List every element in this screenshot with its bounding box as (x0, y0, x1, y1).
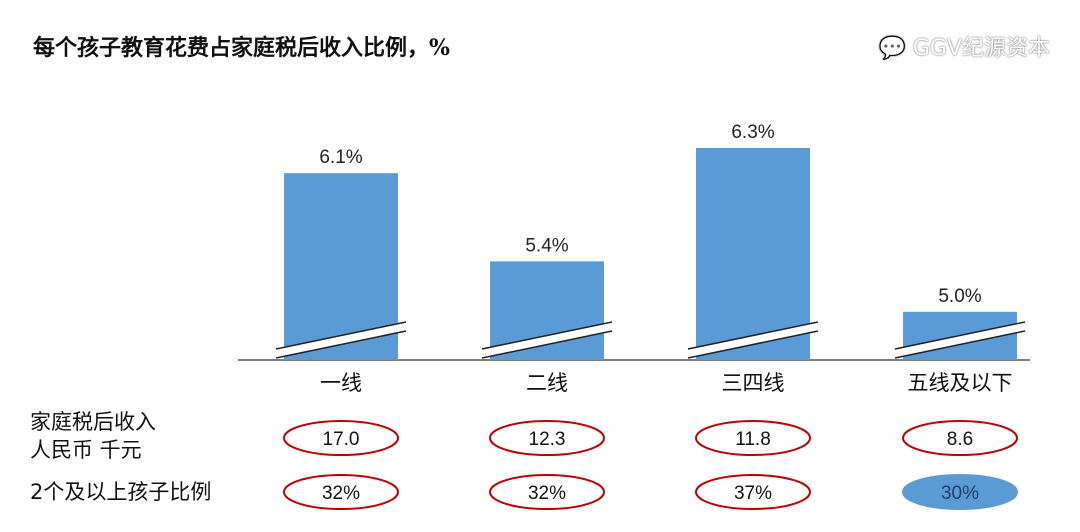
ellipse-0-1 (489, 420, 605, 456)
row-label-children: 2个及以上孩子比例 (30, 478, 211, 506)
table-value-0-3: 8.6 (947, 429, 973, 450)
row-label-children-line1: 2个及以上孩子比例 (30, 480, 212, 504)
data-label-0: 6.1% (319, 147, 362, 168)
ellipse-1-1 (489, 474, 605, 510)
watermark: 💬 GGV纪源资本 (878, 30, 1050, 62)
axis-break-line-b-2 (687, 330, 819, 359)
category-label-1: 二线 (526, 371, 568, 395)
ellipse-1-3 (902, 474, 1018, 510)
data-label-1: 5.4% (525, 235, 568, 256)
axis-break-line-a-3 (894, 321, 1026, 350)
axis-break-band-3 (895, 322, 1025, 358)
axis-break-line-a-1 (481, 321, 613, 350)
data-label-3: 5.0% (938, 286, 981, 307)
table-value-0-1: 12.3 (529, 429, 566, 450)
table-value-1-1: 32% (528, 483, 566, 504)
axis-break-band-1 (482, 322, 612, 358)
row-label-income-line2: 人民币 千元 (30, 438, 142, 462)
table-value-1-2: 37% (734, 483, 772, 504)
wechat-icon: 💬 (878, 36, 906, 61)
axis-break-line-a-2 (687, 321, 819, 350)
category-label-3: 五线及以下 (908, 371, 1013, 395)
axis-break-band-0 (276, 322, 406, 358)
axis-break-line-b-1 (481, 330, 613, 359)
table-value-1-0: 32% (322, 483, 360, 504)
ellipse-0-2 (695, 420, 811, 456)
ellipse-1-0 (283, 474, 399, 510)
chart-title: 每个孩子教育花费占家庭税后收入比例，% (33, 35, 450, 61)
category-label-2: 三四线 (722, 371, 785, 395)
watermark-text: GGV纪源资本 (912, 36, 1050, 61)
axis-break-line-a-0 (275, 321, 407, 350)
ellipse-0-0 (283, 420, 399, 456)
row-label-income-line1: 家庭税后收入 (30, 410, 156, 434)
data-label-2: 6.3% (731, 122, 774, 143)
axis-break-line-b-0 (275, 330, 407, 359)
axis-break-line-b-3 (894, 330, 1026, 359)
table-value-1-3: 30% (941, 483, 979, 504)
category-label-0: 一线 (320, 371, 362, 395)
ellipse-0-3 (902, 420, 1018, 456)
axis-break-band-2 (688, 322, 818, 358)
table-value-0-0: 17.0 (323, 429, 360, 450)
table-value-0-2: 11.8 (735, 429, 771, 450)
row-label-income: 家庭税后收入 人民币 千元 (30, 408, 156, 464)
bar-2 (696, 148, 810, 360)
ellipse-1-2 (695, 474, 811, 510)
